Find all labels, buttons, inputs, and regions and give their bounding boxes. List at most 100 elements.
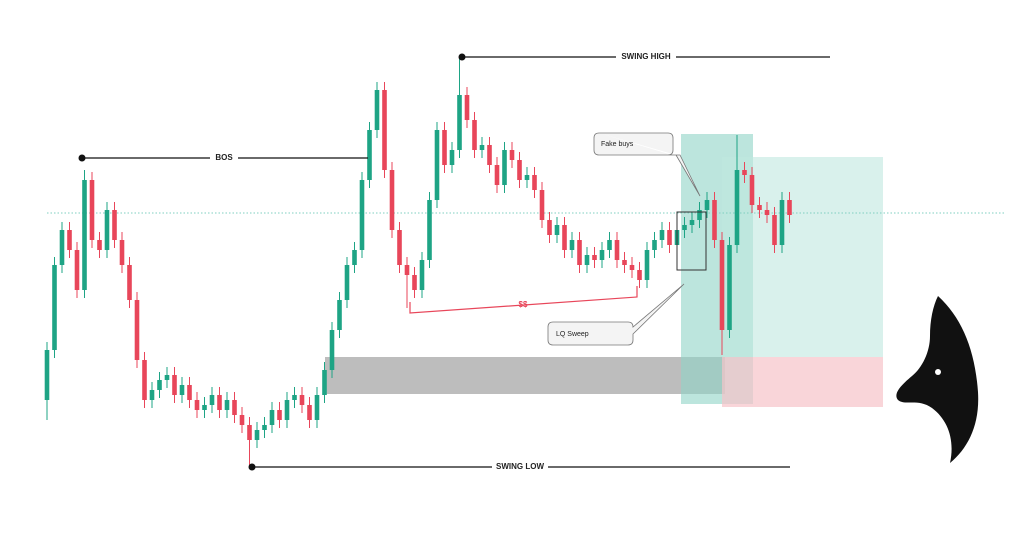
candle-body	[689, 220, 695, 225]
candle-body	[232, 400, 237, 415]
demand-zone	[325, 357, 725, 394]
candle-body	[299, 395, 305, 405]
fake-buys-callout	[593, 132, 701, 197]
candle-body	[269, 410, 275, 425]
candle-body	[52, 265, 57, 350]
candle-body	[82, 180, 87, 290]
candle-body	[44, 350, 50, 400]
candle-body	[412, 275, 417, 290]
candle-body	[59, 230, 65, 265]
candle-body	[554, 225, 560, 235]
candle-body	[382, 90, 387, 170]
candle-body	[404, 265, 410, 275]
candle-body	[119, 240, 125, 265]
candle-body	[622, 260, 627, 265]
candle-body	[427, 200, 432, 260]
candle-body	[637, 270, 642, 280]
candle-body	[764, 210, 770, 215]
candle-body	[322, 370, 327, 395]
candle-body	[187, 385, 192, 400]
label-bg	[616, 51, 676, 63]
candle-body	[532, 175, 537, 190]
fake-buys-label: Fake buys	[601, 141, 634, 148]
candle-body	[742, 170, 747, 175]
candle-body	[164, 375, 170, 380]
take-profit-zone	[722, 157, 883, 357]
candle-body	[704, 200, 710, 210]
candle-body	[614, 240, 620, 260]
candle-body	[434, 130, 440, 200]
logo	[896, 296, 979, 463]
candle-body	[224, 400, 230, 410]
candle-body	[494, 165, 500, 185]
candles	[44, 57, 792, 467]
candle-body	[419, 260, 425, 290]
candle-body	[727, 245, 732, 330]
label-bg	[492, 461, 548, 473]
candle-body	[344, 265, 350, 300]
candle-body	[367, 130, 372, 180]
candle-body	[449, 150, 455, 165]
candle-body	[262, 425, 267, 430]
candle-body	[479, 145, 485, 150]
candle-body	[374, 90, 380, 130]
candle-body	[509, 150, 515, 160]
candle-body	[629, 265, 635, 270]
bos-label: BOS	[215, 153, 233, 162]
candle-body	[89, 180, 95, 240]
candle-body	[277, 410, 282, 420]
candle-body	[487, 145, 492, 165]
candle-body	[562, 225, 567, 250]
candle-body	[457, 95, 462, 150]
swing-low-label: SWING LOW	[496, 462, 544, 471]
candle-body	[667, 230, 672, 245]
candle-body	[254, 430, 260, 440]
candle-body	[502, 150, 507, 185]
candle-body	[217, 395, 222, 410]
candle-body	[697, 210, 702, 220]
candle-body	[149, 390, 155, 400]
candle-body	[577, 240, 582, 265]
candle-body	[569, 240, 575, 250]
candle-body	[389, 170, 395, 230]
candle-body	[517, 160, 522, 180]
candle-body	[592, 255, 597, 260]
candle-body	[472, 120, 477, 150]
candle-body	[157, 380, 162, 390]
candle-body	[194, 400, 200, 410]
candle-body	[209, 395, 215, 405]
candle-body	[314, 395, 320, 420]
candle-body	[719, 240, 725, 330]
candle-body	[337, 300, 342, 330]
candle-body	[112, 210, 117, 240]
candle-body	[644, 250, 650, 280]
candle-body	[599, 250, 605, 260]
candle-body	[757, 205, 762, 210]
candle-body	[734, 170, 740, 245]
candle-body	[584, 255, 590, 265]
candle-body	[284, 400, 290, 420]
candle-body	[134, 300, 140, 360]
liquidity-label: $$	[519, 300, 528, 309]
candle-body	[329, 330, 335, 370]
candle-body	[772, 215, 777, 245]
candle-body	[607, 240, 612, 250]
candle-body	[464, 95, 470, 120]
candle-body	[352, 250, 357, 265]
candle-body	[97, 240, 102, 250]
candle-body	[539, 190, 545, 220]
logo-eye	[935, 369, 941, 375]
candle-body	[127, 265, 132, 300]
candle-body	[202, 405, 207, 410]
candle-body	[442, 130, 447, 165]
candle-body	[524, 175, 530, 180]
candle-body	[712, 200, 717, 240]
candle-body	[547, 220, 552, 235]
candle-body	[67, 230, 72, 250]
label-bg	[210, 152, 238, 164]
candle-body	[292, 395, 297, 400]
candle-body	[172, 375, 177, 395]
candle-body	[779, 200, 785, 245]
candle-body	[652, 240, 657, 250]
